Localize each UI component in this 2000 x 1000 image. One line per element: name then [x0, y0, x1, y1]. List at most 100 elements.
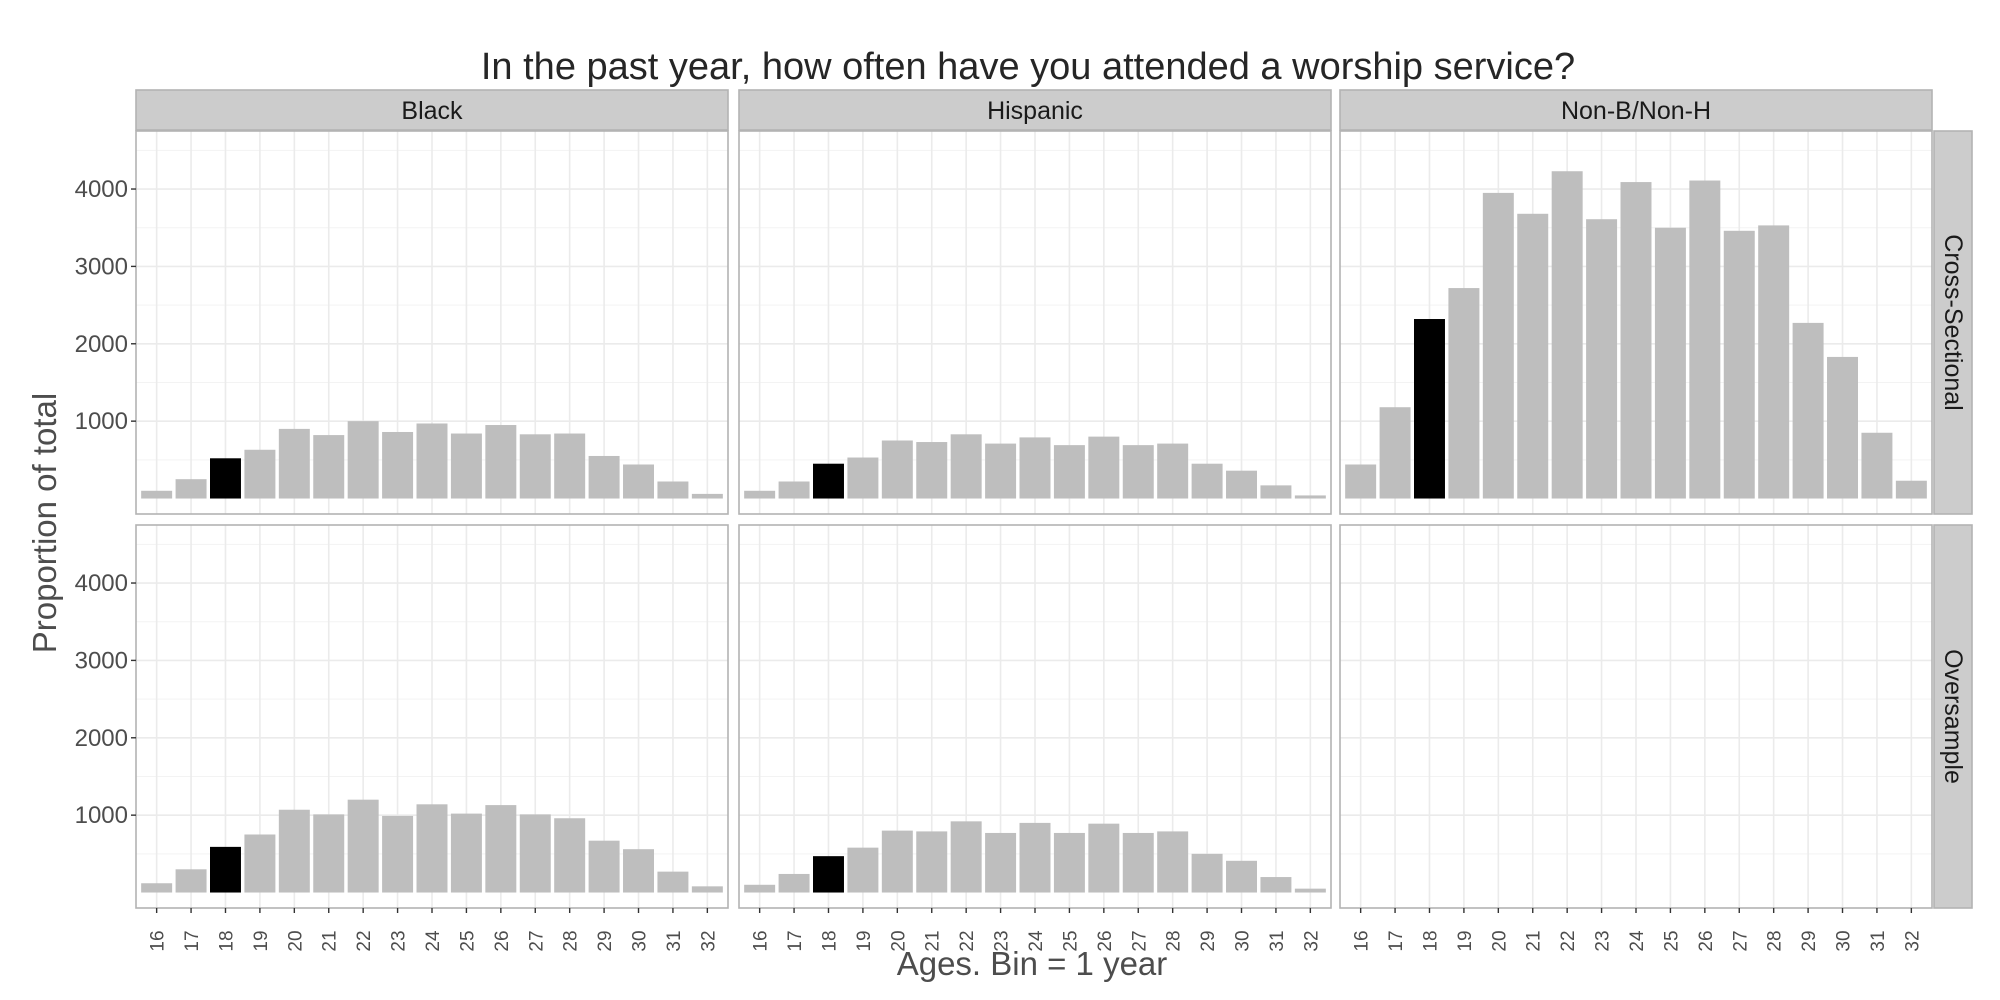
x-axis-title: Ages. Bin = 1 year — [897, 945, 1168, 982]
bar-age-22 — [950, 434, 982, 499]
bar-age-31 — [657, 871, 689, 893]
bar-age-25 — [1053, 445, 1085, 499]
panel-border — [135, 130, 729, 515]
bar-age-22 — [347, 421, 379, 499]
bar-age-32 — [1294, 888, 1326, 893]
x-tick-label: 31 — [1868, 930, 1889, 951]
bar-age-19 — [244, 834, 276, 893]
x-tick-label: 24 — [1026, 930, 1047, 952]
bar-age-18 — [210, 846, 241, 893]
panel-black-oversample: 1000 2000 3000 4000 16 17 18 19 20 21 22 23 24 25 26 27… — [75, 524, 729, 952]
bar-age-32 — [1895, 480, 1927, 499]
x-tick-label: 17 — [182, 930, 203, 951]
x-tick-label: 26 — [492, 930, 513, 951]
strip-background — [1933, 524, 1973, 909]
bar-age-18 — [1414, 319, 1445, 499]
bar-age-27 — [1122, 445, 1154, 499]
bar-age-28 — [1758, 225, 1790, 499]
panel-border — [738, 130, 1332, 515]
bar-age-31 — [1260, 877, 1292, 893]
bar-age-21 — [916, 831, 948, 893]
bar-age-21 — [1517, 213, 1549, 499]
bar-age-25 — [450, 433, 482, 499]
bar-age-19 — [1448, 288, 1480, 499]
x-tick-label: 20 — [888, 930, 909, 951]
x-tick-label: 23 — [992, 930, 1013, 951]
strip-label: Hispanic — [987, 97, 1083, 125]
x-tick-label: 16 — [1352, 930, 1373, 951]
bar-age-19 — [847, 847, 879, 893]
bar-age-16 — [744, 884, 776, 893]
x-tick-label: 28 — [1765, 930, 1786, 951]
bar-age-31 — [1260, 485, 1292, 499]
bar-age-16 — [1345, 464, 1377, 499]
bar-age-29 — [588, 840, 620, 893]
y-axis-title: Proportion of total — [26, 393, 63, 654]
x-tick-label: 23 — [389, 930, 410, 951]
bar-age-30 — [1226, 470, 1257, 499]
y-tick-label: 2000 — [75, 725, 128, 752]
bar-age-32 — [1294, 495, 1326, 499]
bar-age-27 — [519, 434, 551, 499]
panel-hispanic-cross-sectional — [738, 130, 1332, 515]
x-tick-label: 18 — [819, 930, 840, 951]
bar-age-17 — [175, 869, 207, 893]
x-tick-label: 17 — [1386, 930, 1407, 951]
x-tick-label: 30 — [1233, 930, 1254, 951]
bar-age-29 — [1191, 463, 1223, 499]
y-tick-label: 1000 — [75, 408, 128, 435]
bar-age-32 — [691, 886, 723, 893]
bar-age-17 — [175, 479, 207, 499]
facet-panels: 1000 2000 3000 4000 1000 2000 3000 4000 16 17 18 19… — [75, 89, 1973, 952]
bar-age-30 — [623, 464, 654, 499]
bar-age-19 — [847, 457, 879, 499]
bar-age-16 — [141, 883, 173, 893]
chart-title: In the past year, how often have you att… — [481, 46, 1575, 88]
bar-age-20 — [1482, 192, 1514, 499]
bar-age-24 — [416, 423, 448, 499]
bar-age-25 — [1053, 832, 1085, 893]
bar-age-21 — [916, 442, 948, 499]
bar-age-20 — [881, 830, 913, 893]
bar-age-26 — [1088, 436, 1120, 499]
x-tick-label: 26 — [1095, 930, 1116, 951]
bar-age-18 — [813, 463, 844, 499]
x-tick-label: 22 — [354, 930, 375, 951]
strip-background — [1339, 89, 1933, 131]
bar-age-19 — [244, 449, 276, 499]
x-tick-label: 20 — [285, 930, 306, 951]
strip-background — [1933, 130, 1973, 515]
bar-age-23 — [1586, 219, 1618, 499]
bar-age-17 — [778, 481, 810, 499]
x-tick-label: 26 — [1696, 930, 1717, 951]
bar-age-29 — [588, 455, 620, 499]
x-tick-label: 29 — [1198, 930, 1219, 951]
bar-age-23 — [985, 832, 1017, 893]
bar-age-25 — [1654, 227, 1686, 499]
x-tick-label: 23 — [1593, 930, 1614, 951]
bar-age-22 — [950, 821, 982, 893]
y-tick-label: 2000 — [75, 331, 128, 358]
bar-age-28 — [1157, 443, 1189, 499]
column-strip-non-b-non-h: Non-B/Non-H — [1339, 89, 1933, 131]
x-tick-label: 32 — [1301, 930, 1322, 951]
x-tick-label: 19 — [854, 930, 875, 951]
bar-age-20 — [278, 809, 310, 893]
x-tick-label: 18 — [216, 930, 237, 951]
panel-border — [1339, 130, 1933, 515]
bar-age-30 — [623, 849, 654, 893]
panel-non-b-non-h-oversample: 16 17 18 19 20 21 22 23 24 25 26 27 28 29 30 31 32 — [1339, 524, 1933, 952]
x-tick-label: 32 — [698, 930, 719, 951]
x-tick-label: 27 — [526, 930, 547, 951]
strip-background — [135, 89, 729, 131]
bar-age-29 — [1792, 322, 1824, 499]
bar-age-31 — [1861, 432, 1893, 499]
bar-age-17 — [1379, 407, 1411, 499]
bar-age-21 — [313, 435, 345, 499]
row-strip-oversample: Oversample — [1933, 524, 1973, 909]
x-tick-label: 29 — [1799, 930, 1820, 951]
x-tick-label: 25 — [457, 930, 478, 951]
x-tick-label: 21 — [923, 930, 944, 951]
bar-age-31 — [657, 481, 689, 499]
